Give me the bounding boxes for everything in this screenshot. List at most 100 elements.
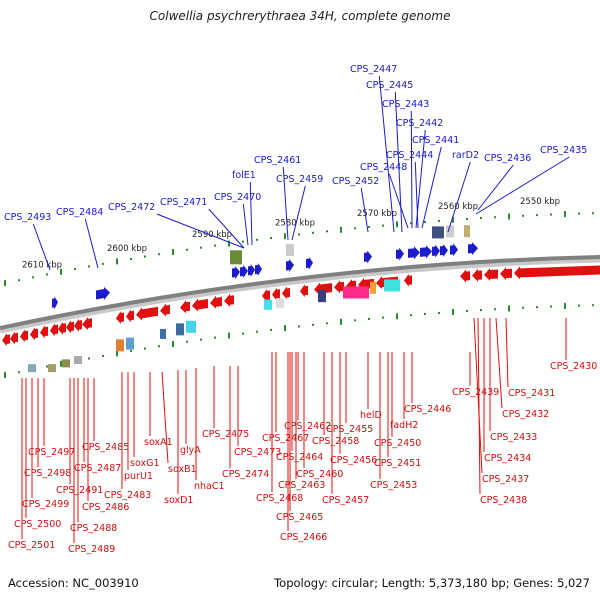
tick-mark xyxy=(424,221,426,224)
forward-gene xyxy=(420,245,432,259)
gene-label: CPS_2465 xyxy=(276,512,323,523)
feature-box xyxy=(186,320,196,333)
reverse-gene xyxy=(484,267,498,281)
tick-mark xyxy=(214,336,216,339)
gene-label: CPS_2463 xyxy=(278,480,325,491)
tick-mark xyxy=(116,350,118,357)
gene-label: fadH2 xyxy=(390,420,418,431)
feature-box xyxy=(384,279,400,292)
reverse-gene xyxy=(74,318,82,332)
leader-line xyxy=(84,218,99,269)
reverse-gene xyxy=(82,316,92,330)
gene-label: CPS_2434 xyxy=(484,453,531,464)
reverse-gene xyxy=(300,284,308,298)
reverse-gene xyxy=(126,309,134,323)
reverse-gene xyxy=(20,329,28,343)
tick-mark xyxy=(452,308,454,315)
gene-label: helD xyxy=(360,410,382,421)
reverse-gene xyxy=(30,327,38,341)
tick-mark xyxy=(172,340,174,347)
reverse-gene xyxy=(500,267,512,281)
feature-box xyxy=(126,337,134,350)
gene-label: CPS_2464 xyxy=(276,452,323,463)
tick-mark xyxy=(536,306,538,309)
tick-mark xyxy=(256,330,258,333)
reverse-gene xyxy=(58,321,66,335)
gene-label: CPS_2442 xyxy=(396,118,443,129)
topology-text: Topology: circular; Length: 5,373,180 bp… xyxy=(274,576,590,590)
tick-mark xyxy=(382,224,384,227)
tick-mark xyxy=(46,365,48,368)
gene-label: CPS_2458 xyxy=(312,436,359,447)
leader-line xyxy=(475,156,570,215)
tick-mark xyxy=(130,349,132,352)
tick-mark xyxy=(18,371,20,374)
feature-box xyxy=(432,226,444,239)
tick-mark xyxy=(592,304,594,307)
scale-tick-label: 2590 kbp xyxy=(192,230,232,240)
feature-box xyxy=(230,250,242,265)
tick-mark xyxy=(186,340,188,343)
leader-line xyxy=(282,166,289,241)
tick-mark xyxy=(116,258,118,265)
gene-label: CPS_2430 xyxy=(550,361,597,372)
gene-label: CPS_2437 xyxy=(482,474,529,485)
gene-label: rarD2 xyxy=(452,150,479,161)
gene-label: CPS_2467 xyxy=(262,433,309,444)
tick-mark xyxy=(144,255,146,258)
tick-mark xyxy=(186,248,188,251)
feature-box xyxy=(446,225,454,238)
leader-line xyxy=(156,213,245,249)
leader-line xyxy=(505,317,509,388)
tick-mark xyxy=(438,219,440,222)
gene-label: CPS_2493 xyxy=(4,212,51,223)
gene-label: CPS_2447 xyxy=(350,64,397,75)
gene-label: CPS_2451 xyxy=(374,458,421,469)
gene-label: CPS_2433 xyxy=(490,432,537,443)
scale-tick-label: 2550 kbp xyxy=(520,197,560,207)
leader-line xyxy=(477,164,514,211)
tick-mark xyxy=(88,357,90,360)
tick-mark xyxy=(340,226,342,233)
gene-label: CPS_2460 xyxy=(296,469,343,480)
gene-label: CPS_2436 xyxy=(484,153,531,164)
tick-mark xyxy=(102,354,104,357)
leader-line xyxy=(32,223,51,271)
leader-line xyxy=(495,317,503,409)
reverse-gene xyxy=(272,287,280,301)
tick-mark xyxy=(396,313,398,320)
tick-mark xyxy=(298,233,300,236)
tick-mark xyxy=(158,253,160,256)
tick-mark xyxy=(494,216,496,219)
gene-label: CPS_2459 xyxy=(276,174,323,185)
tick-mark xyxy=(60,360,62,367)
tick-mark xyxy=(480,217,482,220)
map-title: Colwellia psychrerythraea 34H, complete … xyxy=(149,9,451,23)
gene-label: soxB1 xyxy=(168,464,197,475)
tick-mark xyxy=(452,216,454,223)
gene-label: CPS_2435 xyxy=(540,145,587,156)
tick-mark xyxy=(4,280,6,287)
tick-mark xyxy=(214,244,216,247)
forward-gene xyxy=(440,244,448,258)
reverse-gene xyxy=(404,273,412,287)
tick-mark xyxy=(270,236,272,239)
tick-mark xyxy=(46,273,48,276)
tick-mark xyxy=(312,231,314,234)
reverse-gene xyxy=(210,295,222,309)
gene-label: CPS_2461 xyxy=(254,155,301,166)
leader-line xyxy=(360,187,369,233)
tick-mark xyxy=(74,268,76,271)
feature-box xyxy=(176,323,184,336)
tick-mark xyxy=(130,257,132,260)
tick-mark xyxy=(508,213,510,220)
tick-mark xyxy=(382,316,384,319)
tick-mark xyxy=(284,325,286,332)
tick-mark xyxy=(242,240,244,243)
feature-box xyxy=(370,281,376,294)
leader-line xyxy=(208,208,245,249)
backbone-shadow xyxy=(0,257,600,334)
gene-label: CPS_2462 xyxy=(284,421,331,432)
tick-mark xyxy=(368,225,370,228)
